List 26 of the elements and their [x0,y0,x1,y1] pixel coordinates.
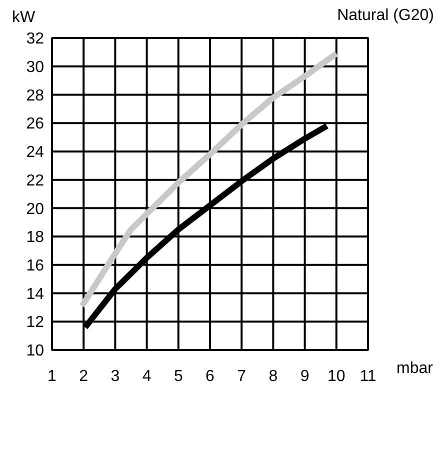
x-tick-label: 11 [360,368,376,385]
y-tick-label: 22 [26,172,44,190]
x-tick-label: 3 [110,368,120,385]
y-tick-label: 14 [26,286,44,303]
x-tick-label: 1 [48,368,57,385]
y-tick-label: 20 [26,200,44,218]
x-tick-label: 5 [174,368,183,385]
y-tick-label: 10 [26,342,44,360]
y-tick-label: 28 [26,87,44,104]
y-tick-label: 24 [26,144,44,162]
y-tick-label: 18 [26,229,44,246]
x-tick-label: 10 [328,368,346,385]
y-tick-label: 16 [26,258,44,275]
x-tick-label: 8 [268,368,278,385]
y-tick-label: 12 [26,314,44,332]
x-tick-label: 9 [300,368,310,385]
y-tick-label: 30 [26,58,44,76]
x-axis-title: mbar [396,360,434,377]
y-axis-title: kW [12,9,36,26]
y-tick-label: 32 [26,30,44,48]
x-tick-label: 4 [142,368,152,385]
x-tick-label: 6 [206,368,215,385]
x-tick-label: 2 [79,368,88,385]
chart-title: Natural (G20) [337,7,434,24]
y-tick-label: 26 [26,116,44,133]
x-tick-label: 7 [237,368,246,385]
